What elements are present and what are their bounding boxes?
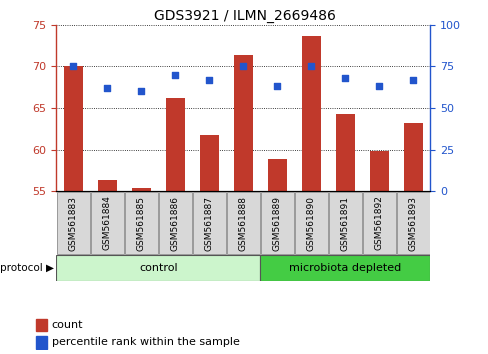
Point [137,88,145,94]
FancyBboxPatch shape [124,193,157,253]
Point [103,85,111,91]
FancyBboxPatch shape [396,193,429,253]
Bar [56,255,260,281]
Point [375,84,383,89]
Text: GSM561883: GSM561883 [69,195,78,251]
Point [408,77,416,82]
Bar [36,319,47,331]
Point [341,75,348,81]
Text: GSM561887: GSM561887 [204,195,213,251]
FancyBboxPatch shape [362,193,395,253]
Text: protocol ▶: protocol ▶ [0,263,54,273]
Bar [132,188,150,191]
FancyBboxPatch shape [261,193,293,253]
Bar [260,255,429,281]
Bar [267,159,286,191]
Point [171,72,179,78]
FancyBboxPatch shape [294,193,327,253]
Bar [98,180,116,191]
Bar [233,55,252,191]
Bar [64,65,82,191]
FancyBboxPatch shape [328,193,361,253]
Text: microbiota depleted: microbiota depleted [288,263,401,273]
Text: percentile rank within the sample: percentile rank within the sample [52,337,239,347]
Text: control: control [139,263,177,273]
FancyBboxPatch shape [91,193,123,253]
Text: GSM561892: GSM561892 [374,195,383,251]
FancyBboxPatch shape [159,193,191,253]
Text: count: count [52,320,83,330]
Text: GSM561889: GSM561889 [272,195,281,251]
Text: GDS3921 / ILMN_2669486: GDS3921 / ILMN_2669486 [153,9,335,23]
Point [69,63,77,69]
Point [239,63,246,69]
FancyBboxPatch shape [57,193,89,253]
Point [273,84,281,89]
Bar [369,151,388,191]
Text: GSM561893: GSM561893 [408,195,417,251]
Point [205,77,213,82]
Bar [403,123,422,191]
Text: GSM561886: GSM561886 [170,195,180,251]
Text: GSM561884: GSM561884 [102,195,112,251]
Text: GSM561891: GSM561891 [340,195,349,251]
FancyBboxPatch shape [193,193,225,253]
Bar [200,135,218,191]
Bar [335,114,354,191]
Bar [165,98,184,191]
Bar [301,36,320,191]
Text: GSM561888: GSM561888 [238,195,247,251]
Text: GSM561890: GSM561890 [306,195,315,251]
Point [307,63,315,69]
Bar [36,336,47,349]
Text: GSM561885: GSM561885 [137,195,145,251]
FancyBboxPatch shape [226,193,259,253]
